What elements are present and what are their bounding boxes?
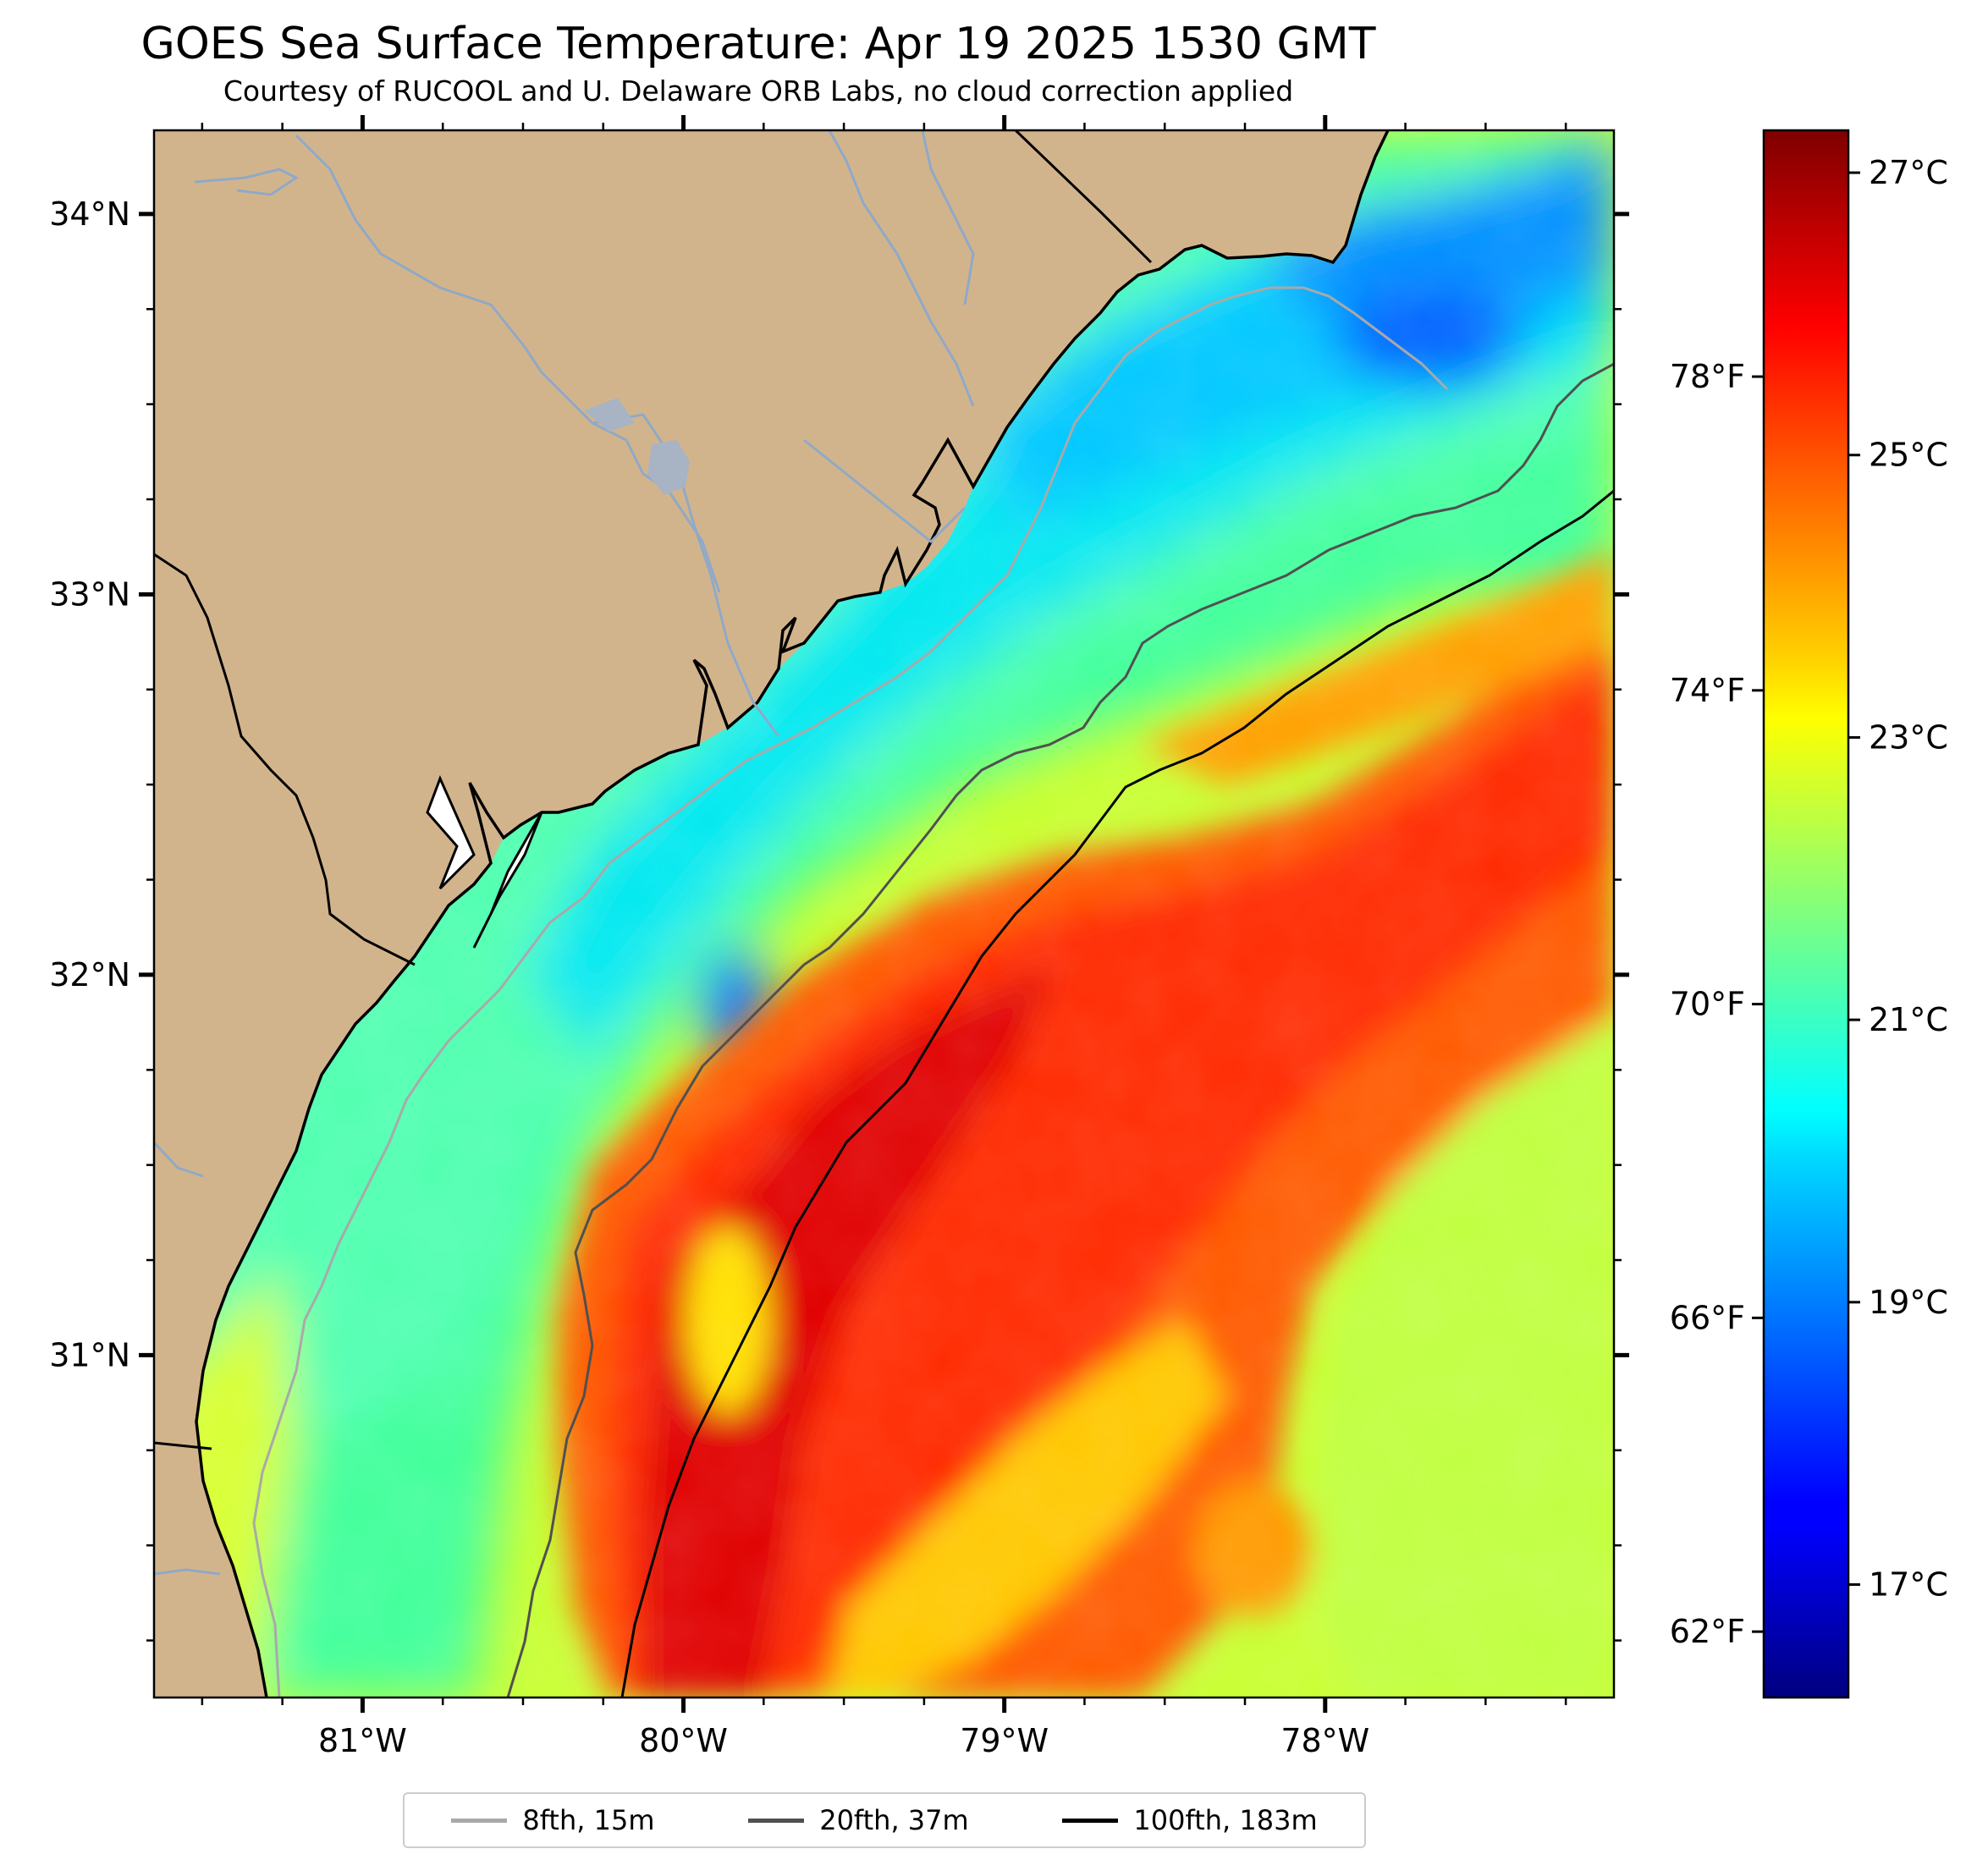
lat-tick-label: 32°N — [49, 956, 130, 993]
colorbar-f-label: 62°F — [1670, 1613, 1745, 1650]
colorbar-c-label: 25°C — [1869, 437, 1948, 474]
estuary — [426, 775, 476, 890]
state-border — [154, 553, 416, 966]
colorbar-f-label: 66°F — [1670, 1299, 1745, 1336]
colorbar-c-label: 17°C — [1869, 1566, 1948, 1604]
map-title: GOES Sea Surface Temperature: Apr 19 202… — [140, 19, 1376, 69]
map-frame — [152, 129, 1616, 1699]
colorbar-c-label: 21°C — [1869, 1001, 1948, 1038]
map-subtitle: Courtesy of RUCOOL and U. Delaware ORB L… — [223, 74, 1294, 107]
colorbar-f-label: 70°F — [1670, 986, 1745, 1023]
lon-tick-label: 78°W — [1280, 1722, 1369, 1759]
legend-swatch — [748, 1818, 805, 1823]
lake — [584, 398, 635, 432]
contour-20fth — [506, 362, 1614, 1698]
legend-item-20fth: 20fth, 37m — [748, 1804, 969, 1836]
lat-tick-label: 34°N — [49, 195, 130, 233]
legend-swatch — [1062, 1818, 1119, 1823]
lake — [647, 440, 690, 495]
legend-item-8fth: 8fth, 15m — [451, 1804, 654, 1836]
coastline — [195, 130, 1390, 1698]
longitude-axis: 81°W 80°W 79°W 78°W — [201, 115, 1567, 1759]
legend-label: 100fth, 183m — [1133, 1804, 1318, 1836]
legend-swatch — [451, 1818, 508, 1823]
sst-field — [154, 130, 1614, 1698]
colorbar — [1762, 129, 1850, 1699]
colorbar-celsius-axis: 17°C 19°C 21°C 23°C 25°C 27°C — [1848, 154, 1948, 1604]
latitude-axis: 34°N 33°N 32°N 31°N — [49, 195, 1629, 1642]
lon-tick-label: 81°W — [318, 1722, 407, 1759]
contour-100fth — [620, 489, 1614, 1698]
colorbar-c-label: 23°C — [1869, 718, 1948, 756]
colorbar-f-label: 74°F — [1670, 672, 1745, 709]
estuary — [472, 812, 543, 949]
state-border — [154, 1441, 212, 1450]
lon-tick-label: 80°W — [639, 1722, 728, 1759]
lat-tick-label: 31°N — [49, 1336, 130, 1373]
legend-label: 8fth, 15m — [522, 1804, 655, 1836]
legend-label: 20fth, 37m — [819, 1804, 969, 1836]
land-area — [154, 130, 1388, 1698]
colorbar-c-label: 19°C — [1869, 1284, 1948, 1321]
legend-item-100fth: 100fth, 183m — [1062, 1804, 1318, 1836]
colorbar-c-label: 27°C — [1869, 154, 1948, 191]
lon-tick-label: 79°W — [960, 1722, 1049, 1759]
colorbar-f-label: 78°F — [1670, 358, 1745, 395]
contour-legend: 8fth, 15m 20fth, 37m 100fth, 183m — [403, 1792, 1366, 1848]
lat-tick-label: 33°N — [49, 575, 130, 613]
state-border — [1014, 130, 1153, 264]
contour-8fth — [252, 286, 1449, 1698]
colorbar-fahrenheit-axis: 62°F 66°F 70°F 74°F 78°F — [1670, 358, 1764, 1650]
